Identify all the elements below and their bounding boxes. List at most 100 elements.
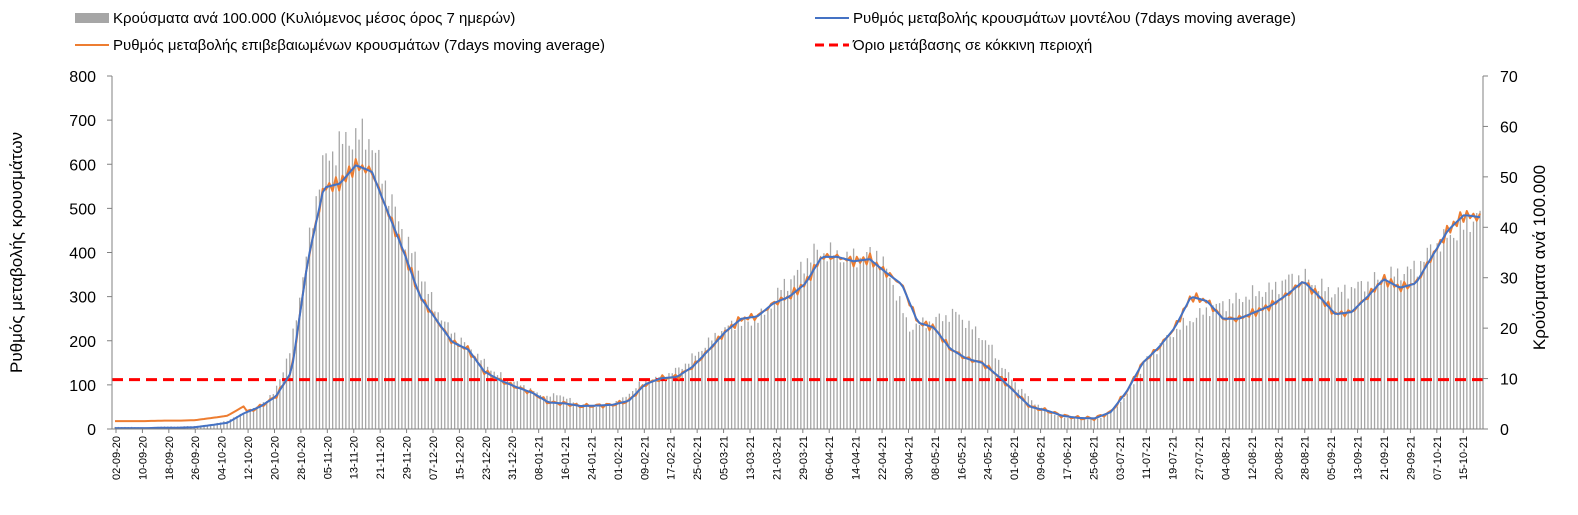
bar [368,139,370,429]
y-tick-right: 70 [1500,69,1518,86]
bar [543,399,545,429]
bar [216,422,218,429]
y-tick-left: 300 [69,290,96,307]
bar [345,131,347,430]
bar [1218,303,1221,429]
bar [1466,215,1468,429]
bar [1443,229,1445,429]
bar [1446,237,1448,429]
bar [1420,261,1422,429]
bar [1472,221,1475,429]
bar [490,370,492,429]
x-tick-label: 20-10-20 [269,436,281,480]
bar [1436,243,1438,429]
bar [852,248,855,429]
x-tick-label: 28-08-21 [1300,436,1312,480]
x-tick-label: 15-12-20 [454,436,466,480]
bar [384,180,387,429]
bar [1093,418,1095,429]
bar [513,381,515,429]
bar [579,404,581,429]
bar [585,403,588,429]
bar [1090,418,1092,429]
x-tick-label: 25-06-21 [1088,436,1100,480]
bar [1291,273,1293,429]
bar [922,317,924,429]
bar [1238,298,1241,429]
bar [641,384,644,429]
bar [404,249,406,429]
bar [1390,266,1392,429]
bar [981,340,983,429]
bar [229,419,232,429]
bar [1462,229,1465,429]
bar [1410,269,1412,429]
bar [928,321,931,429]
y-tick-left: 400 [69,246,96,263]
bar [526,390,528,429]
bar [1189,321,1191,429]
bar [493,371,495,429]
bar [1182,317,1184,429]
bar [773,303,776,429]
bar [665,378,667,429]
bar [219,422,222,429]
bar [998,359,1000,429]
bar [282,372,284,429]
bar [206,425,209,429]
bar [1100,417,1102,429]
bar [747,321,749,429]
y-tick-right: 40 [1500,220,1518,237]
bar [625,396,627,429]
bar [813,243,815,429]
series-line-model [115,164,1481,430]
bar [635,388,637,429]
legend-swatch-bars [75,13,109,23]
bar [470,349,472,429]
bar [572,402,574,429]
x-tick-label: 05-09-21 [1326,436,1338,480]
x-tick-label: 28-10-20 [296,436,308,480]
bar [1136,375,1138,429]
bar [1403,274,1405,429]
bar [1070,418,1072,429]
bar [803,273,805,429]
bar [575,402,578,429]
bar [1001,367,1003,429]
bar [1139,373,1142,429]
bar [1057,415,1059,429]
bar [223,421,225,429]
bar [925,328,927,429]
bar [796,269,799,429]
bar [252,408,255,429]
bar [694,355,696,429]
bar [1298,275,1300,429]
x-tick-label: 29-11-20 [402,436,414,479]
bar [249,410,251,429]
bar [305,256,307,429]
y-tick-right: 10 [1500,372,1518,389]
bar [826,261,828,429]
bar [744,318,746,429]
bar [1185,325,1188,429]
bar [361,118,363,429]
bar [1373,272,1376,429]
bar [203,425,205,429]
x-tick-label: 10-09-20 [137,436,149,480]
x-tick-label: 20-08-21 [1273,436,1285,480]
bar [608,403,611,429]
bar [388,205,390,429]
bar [450,333,452,429]
bar [427,293,429,429]
bar [500,372,502,429]
x-tick-label: 07-10-21 [1432,436,1444,480]
bar [1123,398,1125,429]
bar [1228,299,1231,429]
bar [1423,261,1425,429]
bar [473,357,476,429]
bar [787,290,789,429]
bar [407,236,410,429]
y-axis-right-title: Κρούσματα ανά 100.000 [1530,165,1549,350]
bar [1129,386,1132,429]
bar [628,393,631,429]
